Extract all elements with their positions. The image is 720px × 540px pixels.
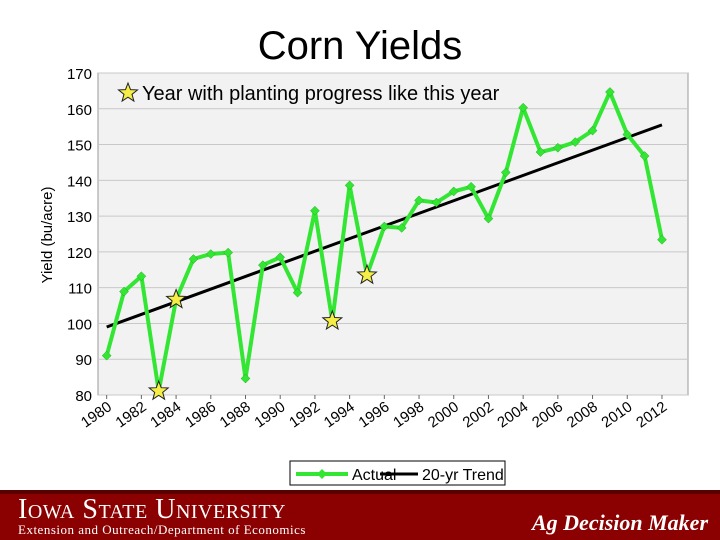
actual-data-point [552,142,563,153]
actual-data-point [292,287,303,298]
x-tick-label: 1990 [251,398,288,431]
ag-decision-maker-logo: Ag Decision Maker [532,510,708,535]
x-tick-label: 1998 [390,398,427,431]
actual-data-point [396,223,407,233]
actual-data-point [310,205,320,216]
x-tick-label: 1988 [217,398,254,431]
y-tick-label: 100 [67,316,92,333]
y-tick-label: 80 [75,388,92,405]
planting-star-icon [356,263,378,285]
actual-data-point [605,87,615,97]
footer-divider [0,490,720,494]
footer-subtitle: Extension and Outreach/Department of Eco… [18,522,306,537]
actual-data-point [431,197,442,208]
annotation-text: Year with planting progress like this ye… [142,83,500,105]
isu-wordmark: Iowa State University [18,494,286,525]
x-tick-label: 2004 [494,398,531,431]
x-tick-label: 2006 [529,398,566,431]
plot-area [97,72,689,396]
y-tick-label: 120 [67,245,92,262]
actual-data-point [448,186,459,197]
actual-data-point [414,195,424,206]
legend-actual-label: Actual [352,467,396,484]
x-tick-label: 1984 [147,398,184,431]
y-tick-label: 110 [68,281,92,298]
annotation-star-icon [117,81,139,103]
x-tick-label: 2012 [633,398,670,431]
footer-banner: Iowa State University Extension and Outr… [0,490,720,540]
actual-data-point [223,247,234,258]
actual-data-point [205,249,216,259]
actual-data-point [101,350,112,361]
actual-data-point [483,213,494,224]
x-tick-label: 2010 [598,398,635,431]
corn-yield-chart: 8090100110120130140150160170198019821984… [39,66,689,486]
actual-data-point [344,180,355,191]
actual-data-point [535,147,546,157]
actual-data-point [570,137,581,147]
x-tick-label: 2000 [425,398,462,431]
actual-data-point [119,286,129,297]
actual-data-point [379,221,390,232]
x-tick-label: 1982 [113,398,150,431]
actual-data-point [188,254,199,264]
actual-data-point [622,129,633,140]
actual-data-point [136,271,147,282]
actual-data-point [657,234,667,245]
y-tick-label: 170 [67,66,92,83]
actual-data-point [275,252,286,263]
actual-data-point [257,260,268,270]
x-tick-label: 2002 [460,398,497,431]
actual-data-point [518,102,529,113]
y-tick-label: 130 [67,209,92,226]
chart-title: Corn Yields [257,24,463,68]
legend-trend-label: 20-yr Trend [422,467,504,484]
planting-star-icon [147,379,170,401]
x-tick-label: 1992 [286,398,323,431]
planting-star-icon [165,288,187,309]
x-tick-label: 2008 [564,398,601,431]
actual-data-point [466,181,476,192]
y-tick-label: 150 [67,138,92,155]
y-tick-label: 160 [67,102,92,119]
actual-data-point [500,167,511,178]
x-tick-label: 1986 [182,398,219,431]
actual-data-point [639,151,650,161]
x-tick-label: 1996 [356,398,393,431]
x-tick-label: 1994 [321,398,358,431]
actual-data-point [587,125,598,136]
actual-data-point [240,373,251,384]
y-tick-label: 140 [67,173,92,190]
y-tick-label: 90 [75,352,92,369]
y-axis-label: Yield (bu/acre) [39,187,56,284]
legend-actual-marker [317,469,327,479]
planting-star-icon [321,309,344,331]
